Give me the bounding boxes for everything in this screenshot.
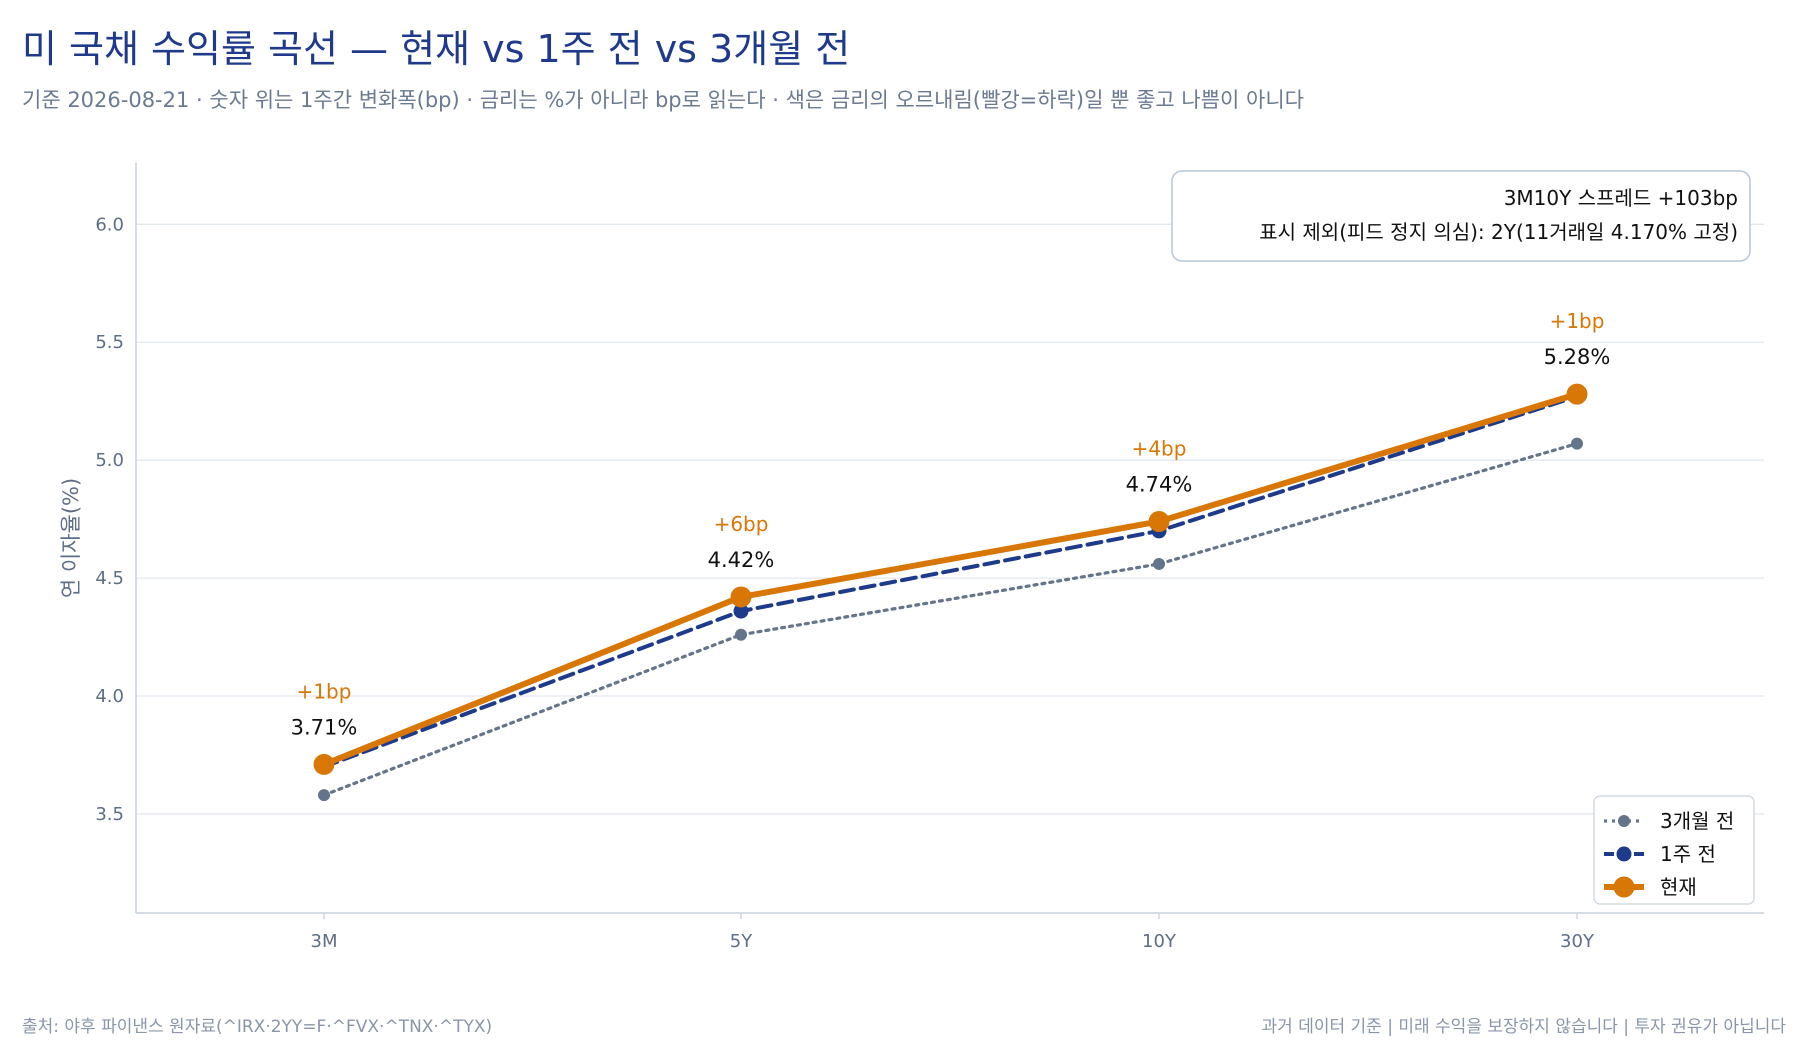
change-label: +4bp (1132, 436, 1187, 460)
y-tick-label: 3.5 (95, 804, 124, 825)
disclaimer: 과거 데이터 기준 | 미래 수익을 보장하지 않습니다 | 투자 권유가 아닙… (1261, 1017, 1786, 1037)
y-axis-label: 연 이자율(%) (59, 478, 83, 598)
change-label: +1bp (297, 679, 352, 703)
x-tick-label: 10Y (1142, 931, 1177, 952)
y-tick-label: 5.5 (95, 332, 124, 353)
series-line-0 (322, 442, 1579, 797)
legend: 3개월 전 1주 전현재 (1593, 795, 1755, 905)
y-tick-label: 6.0 (95, 214, 124, 235)
chart-subtitle: 기준 2026-08-21 · 숫자 위는 1주간 변화폭(bp) · 금리는 … (22, 88, 1304, 112)
source-note: 출처: 야후 파이낸스 원자료(^IRX·2YY=F·^FVX·^TNX·^TY… (22, 1017, 493, 1037)
change-label: +1bp (1550, 309, 1605, 333)
data-point (735, 628, 747, 641)
data-point (1571, 437, 1583, 450)
data-point (318, 789, 330, 802)
info-box: 3M10Y 스프레드 +103bp 표시 제외(피드 정지 의심): 2Y(11… (1171, 170, 1751, 262)
legend-label: 1주 전 (1660, 842, 1716, 866)
value-label: 4.42% (708, 548, 775, 572)
y-tick-labels: 3.5 4.0 4.5 5.0 5.5 6.0 (95, 214, 124, 825)
data-point (1148, 510, 1170, 532)
legend-frame (1593, 795, 1755, 905)
series-line-1 (322, 394, 1579, 769)
y-tick-label: 4.0 (95, 686, 124, 707)
data-point (733, 603, 749, 619)
data-point (1153, 557, 1165, 570)
excluded-note: 표시 제외(피드 정지 의심): 2Y(11거래일 4.170% 고정) (1259, 220, 1738, 244)
x-tick-labels: 3M 5Y 10Y 30Y (311, 913, 1595, 952)
legend-label: 3개월 전 (1660, 809, 1734, 833)
data-point (730, 586, 752, 608)
value-label: 3.71% (291, 715, 358, 739)
y-tick-label: 4.5 (95, 568, 124, 589)
y-tick-label: 5.0 (95, 450, 124, 471)
data-labels: 3.71% +1bp 4.42% +6bp 4.74% +4bp 5.28% +1bp (291, 309, 1611, 739)
legend-label: 현재 (1660, 875, 1697, 899)
change-label: +6bp (714, 512, 769, 536)
chart-title: 미 국채 수익률 곡선 — 현재 vs 1주 전 vs 3개월 전 (22, 27, 851, 71)
legend-swatch-marker (1613, 876, 1635, 898)
axes (135, 163, 1764, 914)
info-box-frame (1171, 170, 1751, 262)
x-tick-label: 5Y (730, 931, 753, 952)
series-line-2 (321, 391, 1580, 768)
value-label: 4.74% (1126, 472, 1193, 496)
data-point (1566, 383, 1588, 405)
legend-swatch-marker (1616, 846, 1632, 862)
grid-lines (136, 223, 1764, 815)
x-tick-label: 30Y (1560, 931, 1595, 952)
legend-swatch-marker (1618, 815, 1630, 827)
value-label: 5.28% (1544, 345, 1611, 369)
x-tick-label: 3M (311, 931, 338, 952)
data-point (313, 753, 335, 775)
spread-text: 3M10Y 스프레드 +103bp (1504, 186, 1738, 210)
series-lines (313, 383, 1588, 802)
